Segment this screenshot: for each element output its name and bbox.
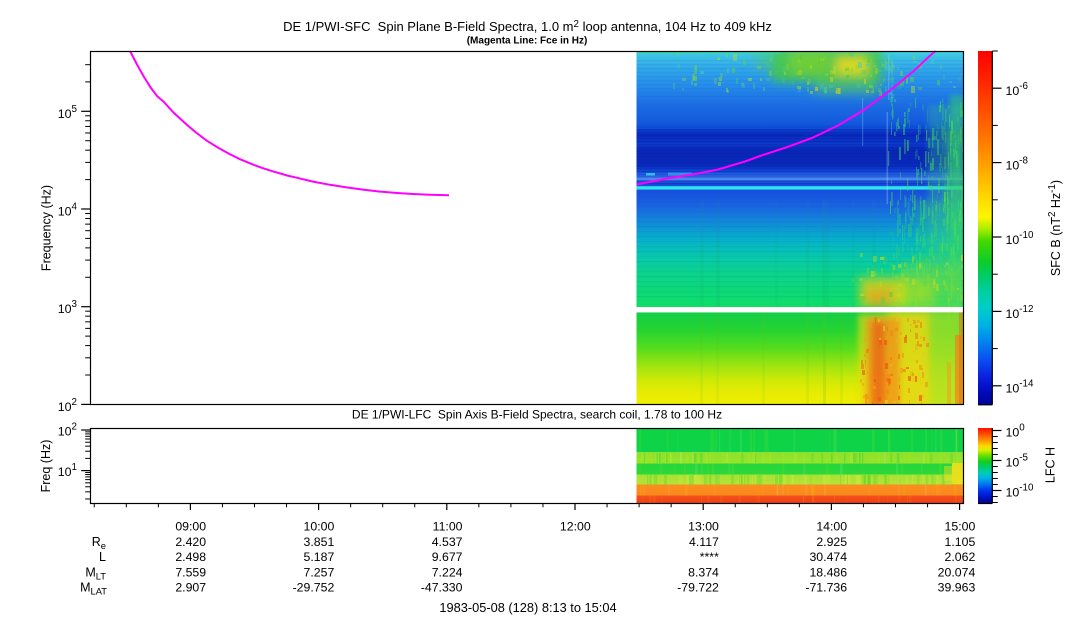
svg-text:LFC H: LFC H <box>1044 447 1058 483</box>
svg-text:39.963: 39.963 <box>938 581 976 595</box>
svg-text:7.257: 7.257 <box>304 565 335 579</box>
svg-text:4.537: 4.537 <box>432 535 463 549</box>
svg-text:Freq (Hz): Freq (Hz) <box>39 440 53 493</box>
svg-text:8.374: 8.374 <box>688 565 719 579</box>
svg-text:09:00: 09:00 <box>175 520 206 534</box>
svg-text:-29.752: -29.752 <box>293 581 335 595</box>
svg-text:Frequency (Hz): Frequency (Hz) <box>40 185 54 271</box>
svg-text:14:00: 14:00 <box>816 520 847 534</box>
svg-text:2.925: 2.925 <box>816 535 847 549</box>
svg-text:2.907: 2.907 <box>175 581 206 595</box>
svg-text:SFC B (nT2 Hz-1): SFC B (nT2 Hz-1) <box>1047 180 1063 276</box>
svg-text:7.224: 7.224 <box>432 565 463 579</box>
svg-text:12:00: 12:00 <box>560 520 591 534</box>
svg-text:DE 1/PWI-SFC Spin Plane B-Fie: DE 1/PWI-SFC Spin Plane B-Field Spectra,… <box>283 19 772 34</box>
svg-text:-71.736: -71.736 <box>805 581 847 595</box>
svg-text:1.105: 1.105 <box>945 535 976 549</box>
svg-text:3.851: 3.851 <box>304 535 335 549</box>
svg-text:2.420: 2.420 <box>175 535 206 549</box>
svg-text:9.677: 9.677 <box>432 550 463 564</box>
svg-text:-79.722: -79.722 <box>677 581 719 595</box>
svg-text:L: L <box>99 550 106 564</box>
svg-text:20.074: 20.074 <box>938 565 976 579</box>
svg-text:13:00: 13:00 <box>688 520 719 534</box>
svg-text:****: **** <box>700 550 719 564</box>
svg-text:(Magenta Line: Fce in Hz): (Magenta Line: Fce in Hz) <box>467 36 588 47</box>
svg-text:1983-05-08 (128) 8:13 to 15:04: 1983-05-08 (128) 8:13 to 15:04 <box>439 600 616 615</box>
svg-text:DE 1/PWI-LFC Spin Axis B-Fiel: DE 1/PWI-LFC Spin Axis B-Field Spectra, … <box>352 408 722 422</box>
svg-text:5.187: 5.187 <box>304 550 335 564</box>
svg-text:18.486: 18.486 <box>809 565 847 579</box>
svg-text:11:00: 11:00 <box>433 520 463 534</box>
svg-text:7.559: 7.559 <box>175 565 206 579</box>
svg-text:15:00: 15:00 <box>945 520 976 534</box>
svg-text:4.117: 4.117 <box>689 535 719 549</box>
svg-text:-47.330: -47.330 <box>421 581 463 595</box>
svg-text:2.062: 2.062 <box>945 550 976 564</box>
svg-text:10:00: 10:00 <box>304 520 335 534</box>
svg-text:30.474: 30.474 <box>809 550 847 564</box>
svg-text:2.498: 2.498 <box>175 550 206 564</box>
